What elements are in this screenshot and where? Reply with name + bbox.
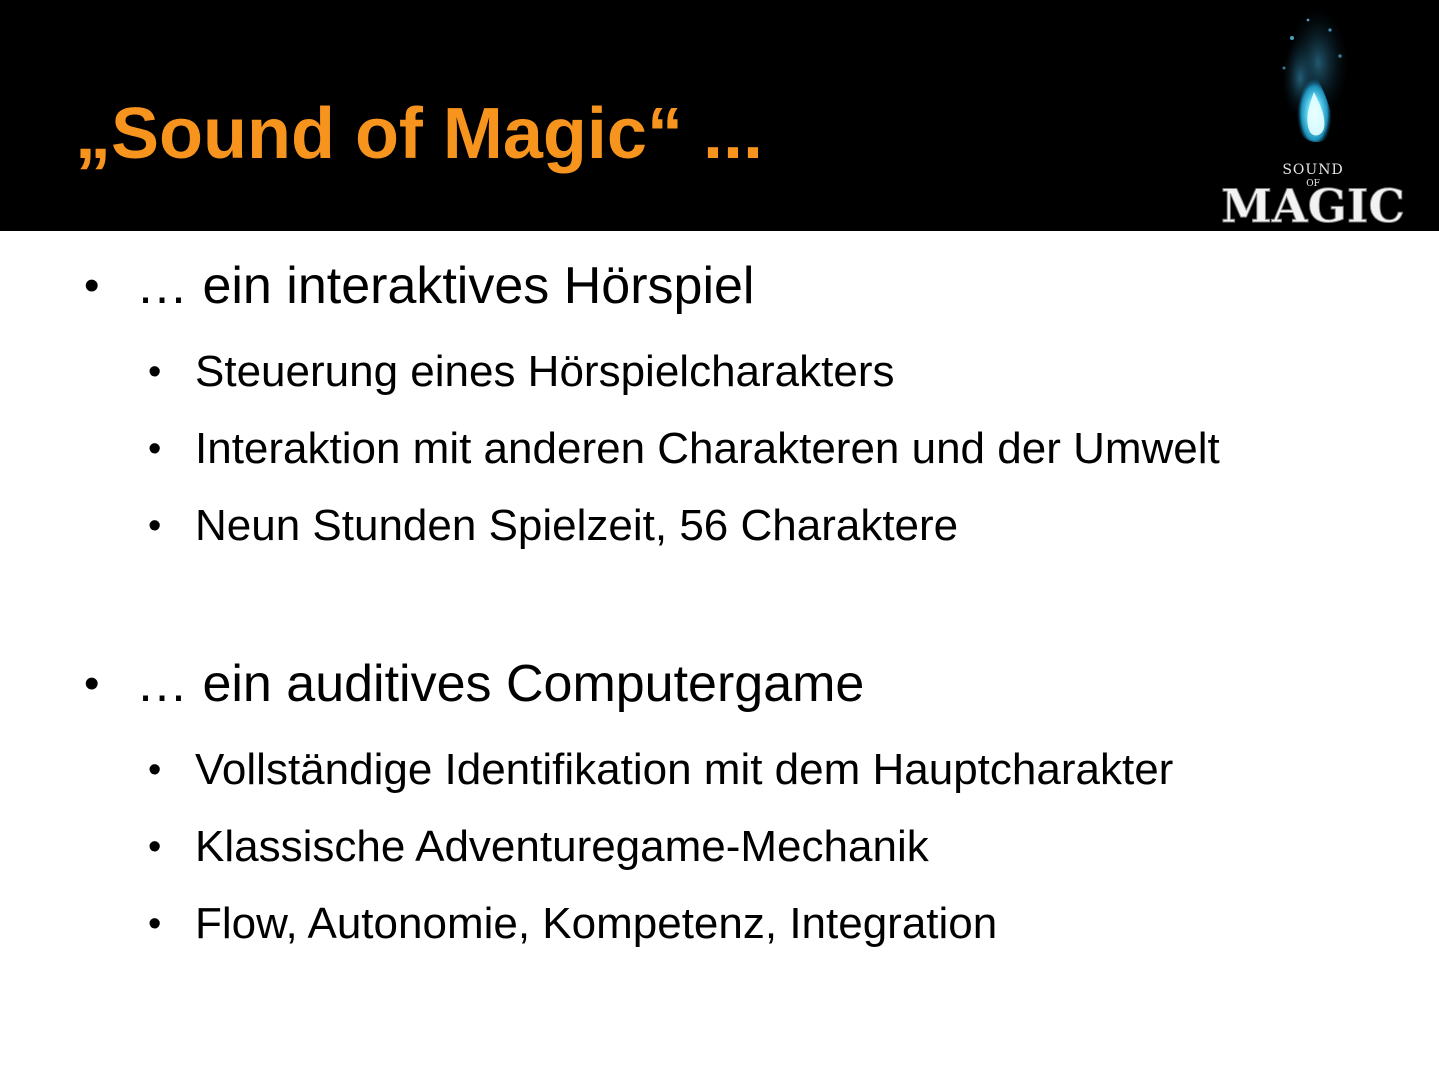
bullet-icon: • [84, 659, 100, 708]
bullet-heading-text: … ein auditives Computergame [136, 655, 865, 713]
svg-text:OF: OF [1306, 179, 1320, 189]
bullet-icon: • [148, 351, 162, 393]
bullet-item-text: Flow, Autonomie, Kompetenz, Integration [195, 899, 998, 948]
bullet-icon: • [148, 505, 162, 547]
svg-text:SOUND: SOUND [1282, 162, 1343, 178]
bullet-item-text: Vollständige Identifikation mit dem Haup… [195, 745, 1174, 794]
bullet-item-text: Klassische Adventuregame-Mechanik [195, 822, 929, 871]
bullet-item-text: Interaktion mit anderen Charakteren und … [195, 424, 1220, 473]
bullet-icon: • [84, 261, 100, 310]
bullet-icon: • [148, 826, 162, 868]
svg-text:MAGIC: MAGIC [1221, 179, 1405, 228]
bullet-heading-text: … ein interaktives Hörspiel [136, 257, 755, 315]
title-bar: „Sound of Magic“ ... [0, 0, 1439, 234]
bullet-icon: • [148, 428, 162, 470]
bullet-icon: • [148, 903, 162, 945]
blue-flame-icon: SOUND OF MAGIC [1220, 8, 1406, 234]
bullet-item-text: Neun Stunden Spielzeit, 56 Charaktere [195, 501, 959, 550]
bullet-icon: • [148, 749, 162, 791]
page-title: „Sound of Magic“ ... [75, 94, 763, 174]
bullet-item-text: Steuerung eines Hörspielcharakters [195, 347, 895, 396]
sound-of-magic-logo: SOUND OF MAGIC [1200, 8, 1430, 234]
